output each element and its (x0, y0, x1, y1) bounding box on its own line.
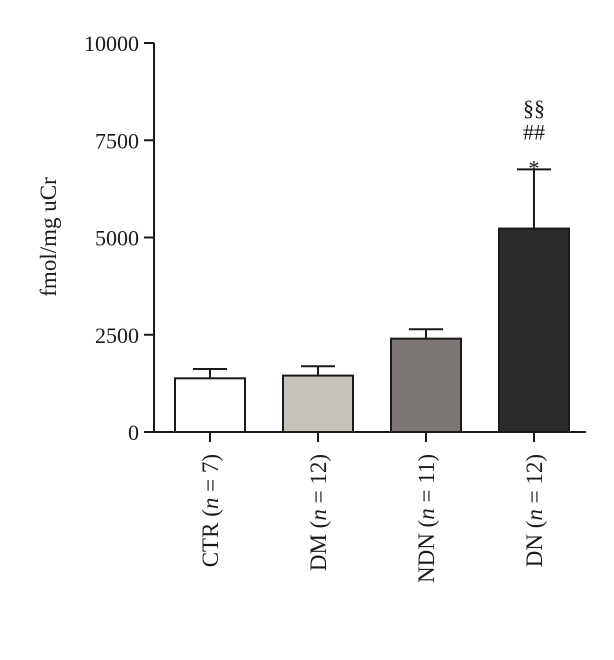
y-axis-label: fmol/mg uCr (36, 177, 61, 297)
category-label: NDN (n = 11) (414, 454, 439, 583)
bar-dm (282, 374, 354, 433)
significance-annotations: §§## * (523, 95, 545, 180)
category-labels: CTR (n = 7) DM (n = 12) NDN (n = 11) DN (n … (198, 454, 547, 583)
y-tick-label: 7500 (95, 128, 139, 153)
y-axis: 0 2500 5000 7500 10000 (84, 31, 155, 445)
category-label: DN (n = 12) (522, 454, 547, 567)
y-tick-label: 10000 (84, 31, 139, 56)
y-tick-label: 2500 (95, 323, 139, 348)
y-tick-label: 0 (128, 420, 139, 445)
significance-marker: * (529, 155, 540, 180)
significance-marker: ## (523, 119, 545, 144)
category-label: DM (n = 12) (306, 454, 331, 571)
error-bars (193, 168, 551, 379)
bar-dn (498, 227, 570, 433)
bar-ndn (390, 337, 462, 434)
significance-marker: §§ (523, 95, 545, 120)
x-axis (154, 431, 586, 442)
bars (174, 227, 570, 434)
y-tick-label: 5000 (95, 226, 139, 251)
category-label: CTR (n = 7) (198, 454, 223, 567)
bar-ctr (174, 377, 246, 433)
